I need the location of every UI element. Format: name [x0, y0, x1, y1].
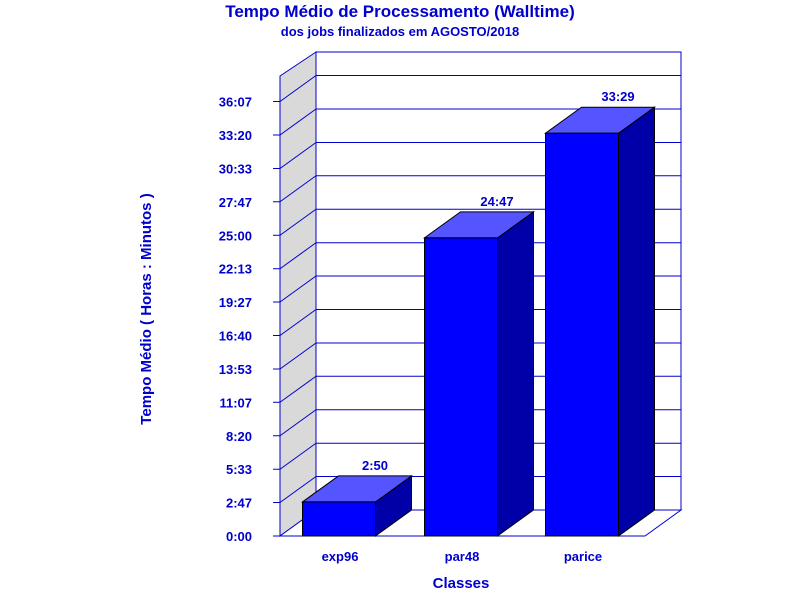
grid-line-wall: [279, 142, 317, 169]
y-axis-label: Tempo Médio ( Horas : Minutos ): [138, 193, 155, 424]
y-tick-label: 19:27: [219, 295, 252, 310]
y-axis-ticks: 0:00 2:47 5:33 8:20 11:07 13:53 16:40 19:27 22:1…: [219, 95, 280, 544]
left-wall: [279, 51, 317, 537]
x-axis-ticks: exp96 par48 parice: [322, 549, 603, 564]
y-tick-label: 11:07: [219, 395, 252, 410]
bar-par48: [422, 210, 536, 537]
y-tick-label: 13:53: [219, 362, 252, 377]
bar-side: [497, 210, 534, 537]
y-tick-label: 2:47: [226, 496, 252, 511]
grid-line-wall: [279, 242, 317, 270]
y-tick-label: 0:00: [226, 529, 252, 544]
bar-front: [424, 237, 498, 537]
x-tick-label: parice: [564, 549, 602, 564]
grid-line-wall: [279, 375, 317, 403]
grid-line-wall: [279, 208, 317, 236]
data-label: 33:29: [601, 89, 634, 104]
x-tick-label: exp96: [322, 549, 359, 564]
bar-parice: [543, 106, 657, 537]
bars: [300, 106, 657, 537]
y-tick-label: 30:33: [219, 161, 252, 176]
x-tick-label: par48: [445, 549, 480, 564]
grid-line-wall: [279, 476, 317, 503]
y-tick-label: 16:40: [219, 328, 252, 343]
grid-line-wall: [279, 342, 317, 370]
grid-line-wall: [279, 409, 317, 437]
y-tick-label: 8:20: [226, 429, 252, 444]
grid-line-wall: [279, 275, 317, 303]
y-tick-label: 25:00: [219, 228, 252, 243]
data-labels: 2:50 24:47 33:29: [362, 89, 635, 473]
bar-exp96: [300, 474, 414, 537]
y-tick-label: 27:47: [219, 195, 252, 210]
y-tick-label: 36:07: [219, 95, 252, 110]
grid-line-wall: [279, 309, 317, 336]
grid-line-wall: [279, 175, 317, 203]
grid-line-wall: [279, 75, 317, 102]
grid-line-wall: [279, 108, 317, 136]
chart-subtitle: dos jobs finalizados em AGOSTO/2018: [281, 24, 519, 39]
chart-title: Tempo Médio de Processamento (Walltime): [225, 2, 575, 21]
data-label: 2:50: [362, 458, 388, 473]
data-label: 24:47: [480, 194, 513, 209]
bar-front: [545, 132, 619, 537]
y-tick-label: 33:20: [219, 128, 252, 143]
x-axis-label: Classes: [433, 575, 490, 592]
bar-front: [302, 501, 376, 537]
y-tick-label: 5:33: [226, 462, 252, 477]
grid-line-wall: [279, 442, 317, 470]
bar-side: [618, 106, 655, 537]
y-tick-label: 22:13: [219, 262, 252, 277]
